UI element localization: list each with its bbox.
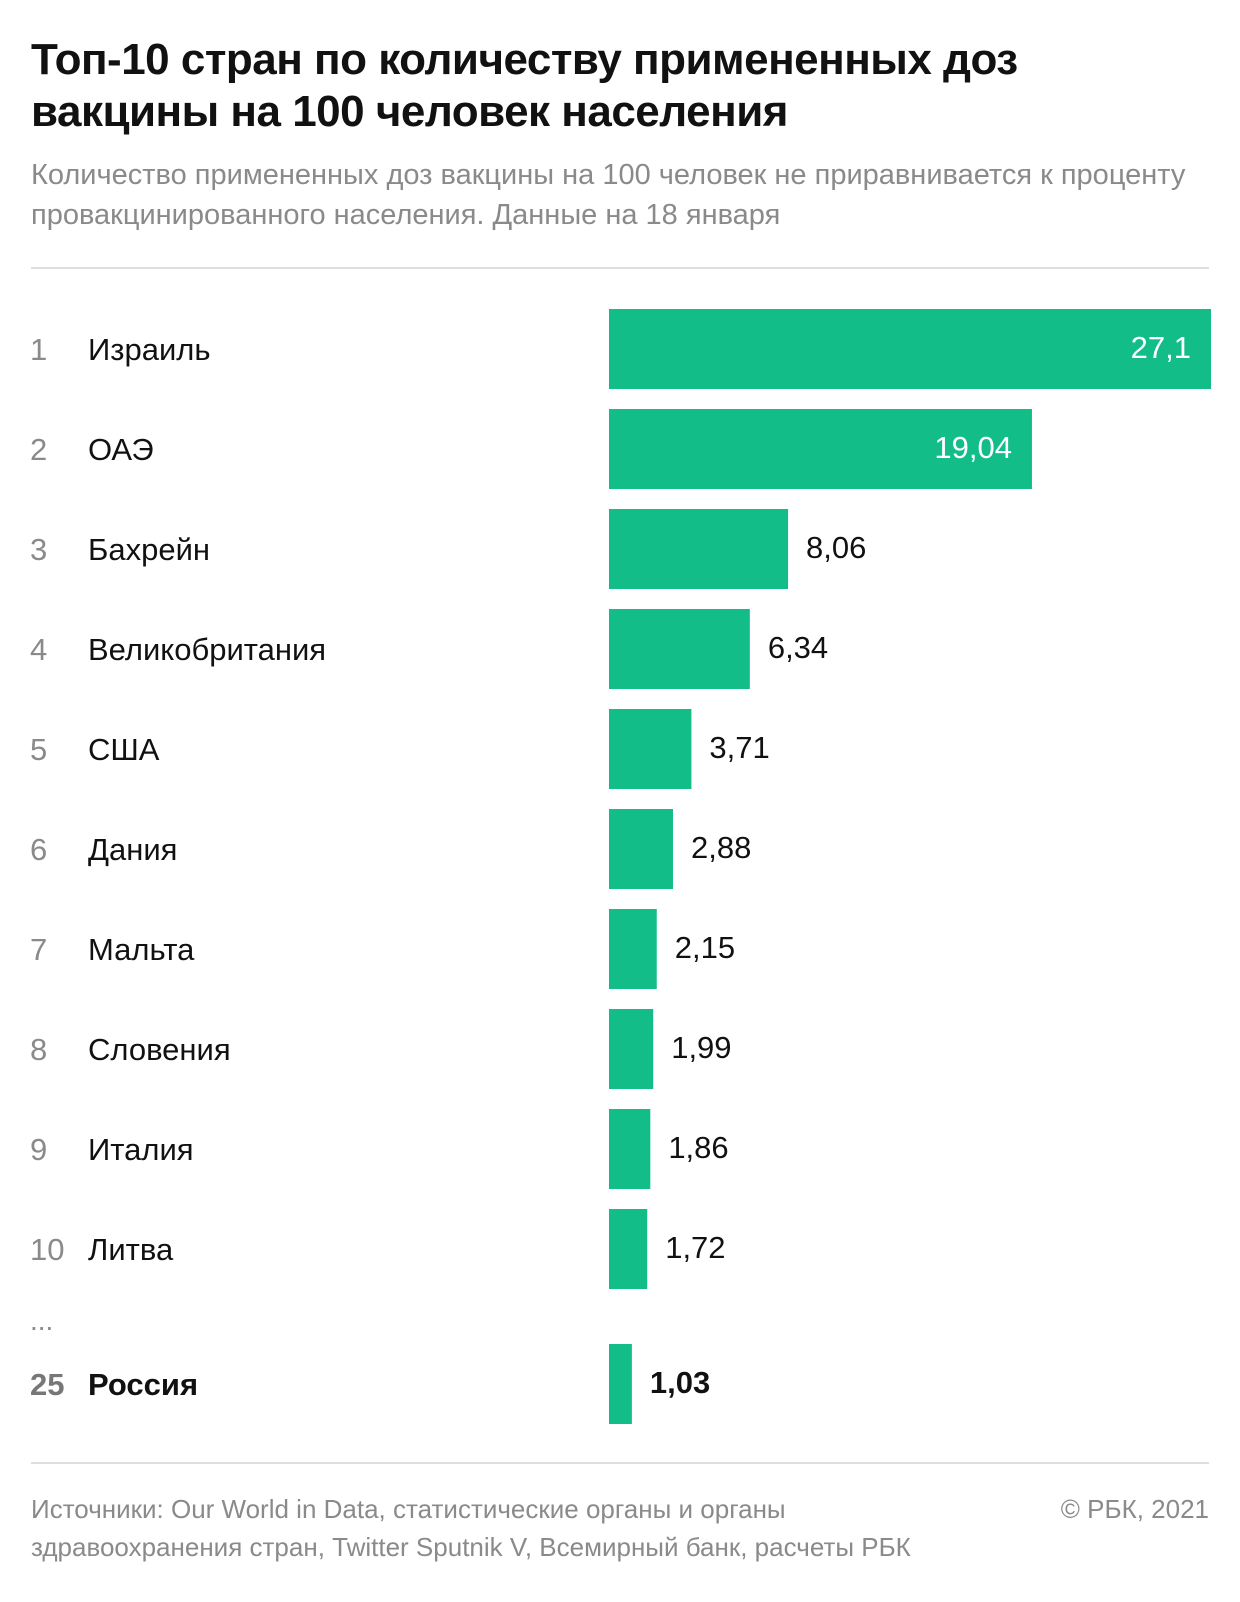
bar xyxy=(609,909,657,989)
rank-label: 6 xyxy=(30,832,47,867)
bar-row: 25 Россия 1,03 xyxy=(30,1344,710,1424)
bar-row: 4 Великобритания 6,34 xyxy=(30,609,828,689)
bar-row: 9 Италия 1,86 xyxy=(30,1109,729,1189)
value-label: 27,1 xyxy=(1131,330,1191,365)
bar-chart: 1 Израиль 27,1 2 ОАЭ 19,04 3 Бахрейн 8,06 4 Велико… xyxy=(30,309,1211,1424)
rank-label: 25 xyxy=(30,1367,64,1402)
bar xyxy=(609,1209,648,1289)
rank-label: 10 xyxy=(30,1232,64,1267)
bar xyxy=(609,809,673,889)
bar xyxy=(609,609,750,689)
bar xyxy=(609,309,1211,389)
value-label: 1,72 xyxy=(665,1230,725,1265)
rank-label: 3 xyxy=(30,532,47,567)
value-label: 2,88 xyxy=(691,830,751,865)
bottom-divider xyxy=(31,1462,1209,1464)
value-label: 1,03 xyxy=(650,1365,710,1400)
country-label: Литва xyxy=(88,1232,174,1267)
bar-row: 3 Бахрейн 8,06 xyxy=(30,509,866,589)
bar-row: 1 Израиль 27,1 xyxy=(30,309,1211,389)
country-label: США xyxy=(88,732,160,767)
rank-label: 1 xyxy=(30,332,47,367)
bar xyxy=(609,1344,632,1424)
top-divider xyxy=(31,267,1209,269)
country-label: Словения xyxy=(88,1032,231,1067)
value-label: 19,04 xyxy=(934,430,1012,465)
bar-row: 10 Литва 1,72 xyxy=(30,1209,726,1289)
country-label: Россия xyxy=(88,1367,198,1402)
bar xyxy=(609,509,789,589)
bar xyxy=(609,1109,651,1189)
country-label: Мальта xyxy=(88,932,195,967)
bar-row: 6 Дания 2,88 xyxy=(30,809,751,889)
country-label: Великобритания xyxy=(88,632,326,667)
rank-label: 2 xyxy=(30,432,47,467)
bar xyxy=(609,1009,654,1089)
country-label: Италия xyxy=(88,1132,194,1167)
country-label: Израиль xyxy=(88,332,211,367)
value-label: 1,86 xyxy=(668,1130,728,1165)
rank-label: 5 xyxy=(30,732,47,767)
chart-subtitle: Количество примененных доз вакцины на 10… xyxy=(31,159,1186,231)
sources-note: Источники: Our World in Data, статистиче… xyxy=(31,1494,911,1562)
country-label: Бахрейн xyxy=(88,532,210,567)
rank-label: 4 xyxy=(30,632,47,667)
bar-row: 8 Словения 1,99 xyxy=(30,1009,732,1089)
value-label: 8,06 xyxy=(806,530,866,565)
value-label: 2,15 xyxy=(675,930,735,965)
rank-label: 9 xyxy=(30,1132,47,1167)
value-label: 6,34 xyxy=(768,630,828,665)
rank-label: 7 xyxy=(30,932,47,967)
country-label: Дания xyxy=(88,832,177,867)
bar-row: 7 Мальта 2,15 xyxy=(30,909,735,989)
bar xyxy=(609,409,1032,489)
bar-row: 5 США 3,71 xyxy=(30,709,770,789)
bar-row: 2 ОАЭ 19,04 xyxy=(30,409,1032,489)
rank-label: 8 xyxy=(30,1032,47,1067)
copyright: © РБК, 2021 xyxy=(1060,1494,1209,1524)
chart-title: Топ-10 стран по количеству примененных д… xyxy=(31,35,1018,136)
bar xyxy=(609,709,692,789)
value-label: 1,99 xyxy=(671,1030,731,1065)
value-label: 3,71 xyxy=(709,730,769,765)
gap-marker: ... xyxy=(30,1305,53,1336)
country-label: ОАЭ xyxy=(88,432,154,467)
